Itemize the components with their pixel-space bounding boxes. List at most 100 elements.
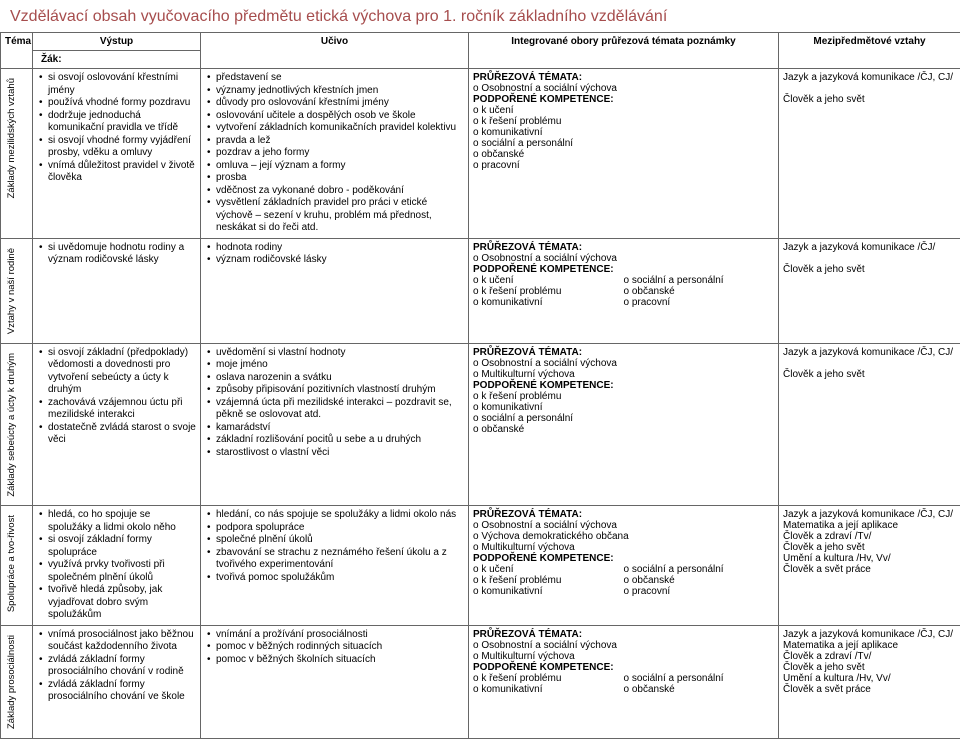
vystup-cell: vnímá prosociálnost jako běžnou součást …: [33, 625, 201, 738]
komp-item: o sociální a personální: [624, 275, 775, 286]
komp-item: o občanské: [624, 575, 775, 586]
list-item: tvořivá pomoc spolužákům: [207, 572, 464, 585]
ucivo-cell: hledání, co nás spojuje se spolužáky a l…: [201, 506, 469, 626]
mezi-cell: Jazyk a jazyková komunikace /ČJ, CJ/Mate…: [779, 506, 960, 626]
list-item: kamarádství: [207, 422, 464, 435]
komp-item: o k učení: [473, 564, 624, 575]
th-mezi: Mezipředmětové vztahy: [779, 33, 960, 69]
integ-cell: PRŮŘEZOVÁ TÉMATA:o Osobnostní a sociální…: [469, 238, 779, 343]
mezi-cell: Jazyk a jazyková komunikace /ČJ/ Člověk …: [779, 238, 960, 343]
mezi-cell: Jazyk a jazyková komunikace /ČJ, CJ/ Člo…: [779, 343, 960, 506]
mezi-item: Jazyk a jazyková komunikace /ČJ, CJ/: [783, 347, 956, 358]
list-item: pomoc v běžných rodinných situacích: [207, 641, 464, 654]
ucivo-cell: uvědomění si vlastní hodnotymoje jménoos…: [201, 343, 469, 506]
mezi-item: Jazyk a jazyková komunikace /ČJ, CJ/: [783, 72, 956, 83]
mezi-item: Jazyk a jazyková komunikace /ČJ, CJ/: [783, 509, 956, 520]
mezi-item: Jazyk a jazyková komunikace /ČJ/: [783, 242, 956, 253]
tema-cell: Základy sebeúcty a úcty k druhým: [1, 343, 33, 506]
komp-item: o občanské: [473, 424, 774, 435]
komp-item: o pracovní: [473, 160, 774, 171]
mezi-item: Člověk a jeho svět: [783, 542, 956, 553]
komp-item: o k řešení problému: [473, 116, 774, 127]
list-item: si osvojí základní formy spolupráce: [39, 534, 196, 559]
komp-item: o občanské: [624, 286, 775, 297]
komp-item: o k učení: [473, 105, 774, 116]
list-item: vzájemná úcta při mezilidské interakci –…: [207, 397, 464, 422]
list-item: vnímá prosociálnost jako běžnou součást …: [39, 629, 196, 654]
prurez-item: o Multikulturní výchova: [473, 651, 774, 662]
podpor-heading: PODPOŘENÉ KOMPETENCE:: [473, 553, 774, 564]
komp-item: o k řešení problému: [473, 575, 624, 586]
mezi-item: Umění a kultura /Hv, Vv/: [783, 673, 956, 684]
tema-label: Základy prosociálnosti: [5, 629, 19, 735]
mezi-item: Člověk a zdraví /Tv/: [783, 531, 956, 542]
komp-item: o k řešení problému: [473, 673, 624, 684]
mezi-item: Jazyk a jazyková komunikace /ČJ, CJ/: [783, 629, 956, 640]
list-item: vnímá důležitost pravidel v životě člově…: [39, 160, 196, 185]
prurez-item: o Multikulturní výchova: [473, 542, 774, 553]
prurez-heading: PRŮŘEZOVÁ TÉMATA:: [473, 509, 774, 520]
mezi-cell: Jazyk a jazyková komunikace /ČJ, CJ/ Člo…: [779, 69, 960, 239]
komp-item: o k řešení problému: [473, 391, 774, 402]
integ-cell: PRŮŘEZOVÁ TÉMATA:o Osobnostní a sociální…: [469, 69, 779, 239]
vystup-cell: si uvědomuje hodnotu rodiny a význam rod…: [33, 238, 201, 343]
list-item: způsoby připisování pozitivních vlastnos…: [207, 384, 464, 397]
komp-item: o k učení: [473, 275, 624, 286]
komp-item: o komunikativní: [473, 127, 774, 138]
prurez-item: o Multikulturní výchova: [473, 369, 774, 380]
podpor-heading: PODPOŘENÉ KOMPETENCE:: [473, 380, 774, 391]
list-item: pozdrav a jeho formy: [207, 147, 464, 160]
prurez-heading: PRŮŘEZOVÁ TÉMATA:: [473, 629, 774, 640]
list-item: zachovává vzájemnou úctu při mezilidské …: [39, 397, 196, 422]
tema-cell: Vztahy v naší rodině: [1, 238, 33, 343]
tema-label: Vztahy v naší rodině: [5, 242, 19, 340]
mezi-item: Člověk a jeho svět: [783, 662, 956, 673]
komp-item: o občanské: [473, 149, 774, 160]
list-item: si osvojí oslovování křestními jmény: [39, 72, 196, 97]
integ-cell: PRŮŘEZOVÁ TÉMATA:o Osobnostní a sociální…: [469, 506, 779, 626]
list-item: si osvojí vhodné formy vyjádření prosby,…: [39, 135, 196, 160]
prurez-item: o Osobnostní a sociální výchova: [473, 520, 774, 531]
prurez-item: o Osobnostní a sociální výchova: [473, 253, 774, 264]
list-item: si uvědomuje hodnotu rodiny a význam rod…: [39, 242, 196, 267]
list-item: starostlivost o vlastní věci: [207, 447, 464, 460]
list-item: zbavování se strachu z neznámého řešení …: [207, 547, 464, 572]
ucivo-cell: představení sevýznamy jednotlivých křest…: [201, 69, 469, 239]
curriculum-table: Téma Výstup Učivo Integrované obory průř…: [0, 32, 960, 739]
vystup-cell: si osvojí základní (předpoklady) vědomos…: [33, 343, 201, 506]
mezi-cell: Jazyk a jazyková komunikace /ČJ, CJ/Mate…: [779, 625, 960, 738]
podpor-heading: PODPOŘENÉ KOMPETENCE:: [473, 264, 774, 275]
list-item: hodnota rodiny: [207, 242, 464, 255]
mezi-item: Umění a kultura /Hv, Vv/: [783, 553, 956, 564]
list-item: význam rodičovské lásky: [207, 254, 464, 267]
list-item: tvořivě hledá způsoby, jak vyjadřovat do…: [39, 584, 196, 622]
integ-cell: PRŮŘEZOVÁ TÉMATA:o Osobnostní a sociální…: [469, 343, 779, 506]
mezi-item: [783, 358, 956, 369]
komp-item: o komunikativní: [473, 684, 624, 695]
list-item: pravda a lež: [207, 135, 464, 148]
th-ucivo: Učivo: [201, 33, 469, 69]
vystup-cell: hledá, co ho spojuje se spolužáky a lidm…: [33, 506, 201, 626]
komp-item: o komunikativní: [473, 402, 774, 413]
integ-cell: PRŮŘEZOVÁ TÉMATA:o Osobnostní a sociální…: [469, 625, 779, 738]
mezi-item: Člověk a jeho svět: [783, 369, 956, 380]
prurez-item: o Výchova demokratického občana: [473, 531, 774, 542]
list-item: používá vhodné formy pozdravu: [39, 97, 196, 110]
list-item: společné plnění úkolů: [207, 534, 464, 547]
komp-item: o komunikativní: [473, 586, 624, 597]
list-item: omluva – její význam a formy: [207, 160, 464, 173]
list-item: vytvoření základních komunikačních pravi…: [207, 122, 464, 135]
prurez-item: o Osobnostní a sociální výchova: [473, 83, 774, 94]
list-item: prosba: [207, 172, 464, 185]
list-item: dodržuje jednoduchá komunikační pravidla…: [39, 110, 196, 135]
tema-cell: Základy mezilidských vztahů: [1, 69, 33, 239]
list-item: zvládá základní formy prosociálního chov…: [39, 654, 196, 679]
list-item: uvědomění si vlastní hodnoty: [207, 347, 464, 360]
komp-item: o sociální a personální: [473, 413, 774, 424]
podpor-heading: PODPOŘENÉ KOMPETENCE:: [473, 662, 774, 673]
th-vystup: Výstup: [33, 33, 201, 51]
tema-label: Základy mezilidských vztahů: [5, 72, 19, 204]
prurez-item: o Osobnostní a sociální výchova: [473, 358, 774, 369]
mezi-item: Matematika a její aplikace: [783, 640, 956, 651]
tema-label: Základy sebeúcty a úcty k druhým: [5, 347, 19, 503]
